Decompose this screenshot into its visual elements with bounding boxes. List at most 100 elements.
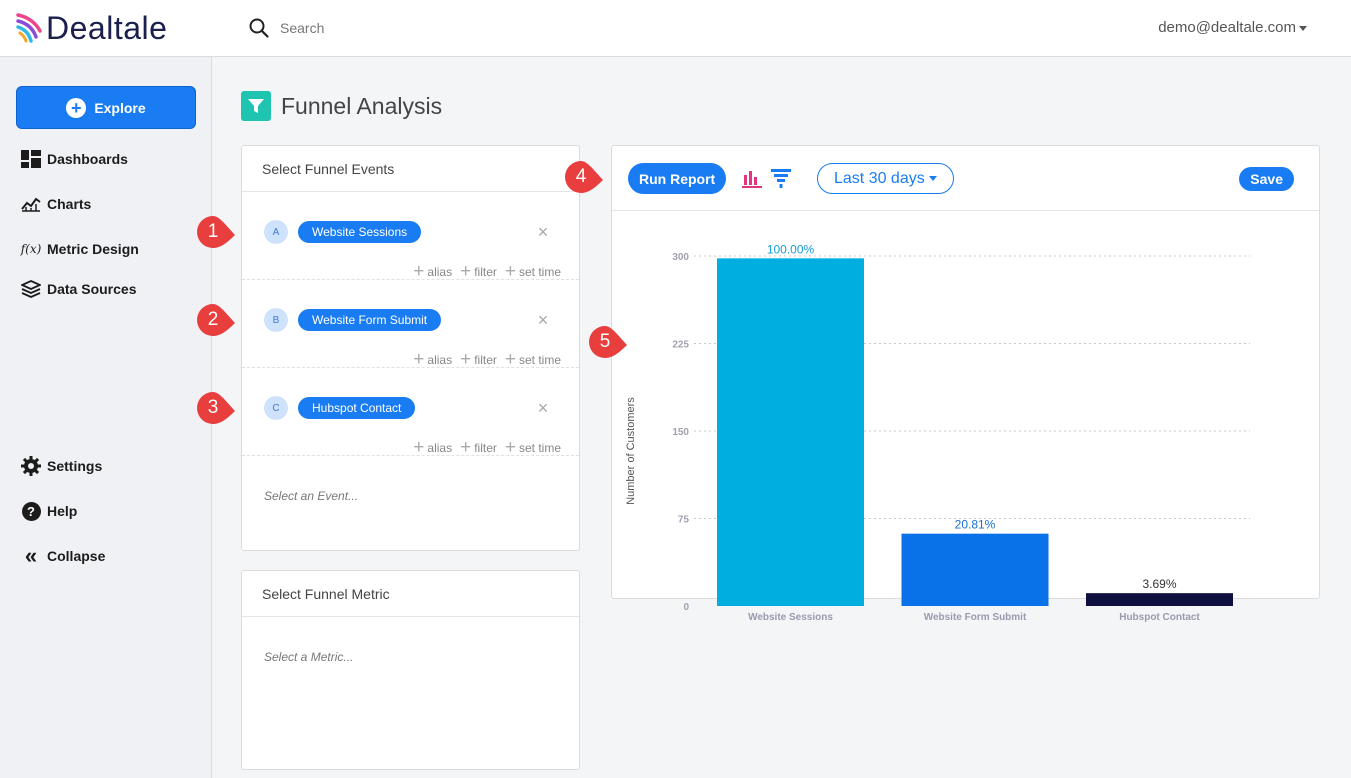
set-time-button[interactable]: + set time bbox=[505, 350, 561, 369]
set-time-button[interactable]: + set time bbox=[505, 262, 561, 281]
sidebar-item-help[interactable]: ? Help bbox=[20, 499, 77, 523]
add-filter-button[interactable]: + filter bbox=[460, 262, 497, 281]
sidebar-item-label: Metric Design bbox=[47, 241, 139, 257]
callout-bubble-icon bbox=[589, 326, 627, 358]
double-chevron-left-icon: « bbox=[24, 543, 38, 568]
action-label: set time bbox=[518, 441, 561, 455]
close-icon[interactable]: × bbox=[537, 309, 549, 330]
callout-number: 2 bbox=[207, 309, 219, 330]
page-title-area: Funnel Analysis bbox=[241, 90, 442, 122]
sidebar-item-label: Data Sources bbox=[47, 281, 137, 297]
callout-4: 4 bbox=[563, 158, 603, 198]
y-tick-label: 300 bbox=[672, 252, 689, 263]
event-row: A Website Sessions × + alias + filter + set… bbox=[242, 192, 579, 281]
help-icon: ? bbox=[20, 500, 42, 522]
line-chart-icon bbox=[20, 193, 42, 215]
add-alias-button[interactable]: + alias bbox=[413, 349, 453, 370]
callout-1: 1 bbox=[195, 213, 235, 253]
y-tick-label: 225 bbox=[672, 340, 689, 351]
sidebar-item-data-sources[interactable]: Data Sources bbox=[20, 277, 136, 301]
event-actions: + alias + filter + set time bbox=[413, 262, 561, 281]
dashboard-icon bbox=[20, 148, 42, 170]
action-label: alias bbox=[427, 441, 453, 455]
event-pill[interactable]: Website Sessions bbox=[298, 221, 422, 243]
layers-icon bbox=[20, 278, 42, 300]
add-alias-button[interactable]: + alias bbox=[413, 262, 453, 281]
sidebar-item-collapse[interactable]: « Collapse bbox=[20, 543, 105, 568]
bar-chart-icon[interactable] bbox=[740, 166, 764, 190]
callout-bubble-icon bbox=[565, 161, 603, 193]
sidebar-item-metric-design[interactable]: f(x) Metric Design bbox=[20, 237, 139, 261]
user-menu[interactable]: demo@dealtale.com bbox=[1158, 19, 1307, 36]
funnel-metric-panel: Select Funnel Metric Select a Metric... bbox=[241, 570, 580, 770]
callout-number: 4 bbox=[575, 166, 587, 187]
plus-icon: + bbox=[460, 437, 472, 458]
callout-bubble-icon bbox=[197, 216, 235, 248]
funnel-icon bbox=[241, 91, 271, 121]
event-letter-badge: A bbox=[264, 220, 288, 244]
action-label: set time bbox=[518, 353, 561, 367]
top-bar: Dealtale demo@dealtale.com bbox=[0, 0, 1351, 57]
event-row: B Website Form Submit × + alias + filter +… bbox=[242, 280, 579, 370]
callout-bubble-icon bbox=[197, 392, 235, 424]
callout-number: 1 bbox=[207, 221, 219, 242]
close-icon[interactable]: × bbox=[537, 221, 549, 242]
bar-data-label: 20.81% bbox=[955, 518, 996, 532]
select-metric-input[interactable]: Select a Metric... bbox=[264, 650, 354, 664]
funnel-events-panel: Select Funnel Events A Website Sessions … bbox=[241, 145, 580, 551]
event-actions: + alias + filter + set time bbox=[413, 437, 561, 458]
y-tick-label: 75 bbox=[678, 515, 690, 526]
explore-button[interactable]: + Explore bbox=[16, 86, 196, 129]
run-report-button[interactable]: Run Report bbox=[628, 163, 727, 194]
page-title: Funnel Analysis bbox=[281, 92, 443, 119]
close-icon[interactable]: × bbox=[537, 397, 549, 418]
sidebar-item-dashboards[interactable]: Dashboards bbox=[20, 147, 128, 171]
bar bbox=[1086, 593, 1233, 606]
sidebar-item-label: Settings bbox=[47, 458, 103, 474]
help-icon-glyph: ? bbox=[21, 501, 41, 521]
funnel-chart: 0 75 150 225 300 Number of Customers 100.00% We… bbox=[612, 211, 1319, 623]
action-label: alias bbox=[427, 353, 453, 367]
event-pill[interactable]: Website Form Submit bbox=[298, 309, 442, 331]
funnel-icon[interactable] bbox=[769, 166, 793, 190]
event-letter-badge: B bbox=[264, 308, 288, 332]
chevron-down-icon bbox=[928, 176, 937, 181]
action-label: filter bbox=[474, 353, 497, 367]
add-filter-button[interactable]: + filter bbox=[460, 349, 497, 370]
action-label: alias bbox=[427, 265, 453, 279]
date-range-dropdown[interactable]: Last 30 days bbox=[817, 163, 954, 194]
save-button[interactable]: Save bbox=[1239, 167, 1294, 191]
callout-number: 5 bbox=[599, 331, 611, 352]
event-pill[interactable]: Hubspot Contact bbox=[298, 397, 416, 419]
add-alias-button[interactable]: + alias bbox=[413, 437, 453, 458]
set-time-button[interactable]: + set time bbox=[504, 437, 561, 458]
plus-icon: + bbox=[460, 349, 472, 370]
callout-5: 5 bbox=[587, 323, 627, 363]
search-icon[interactable] bbox=[248, 17, 270, 39]
chevron-down-icon bbox=[1299, 25, 1307, 31]
add-filter-button[interactable]: + filter bbox=[460, 437, 497, 458]
sidebar-item-settings[interactable]: Settings bbox=[20, 454, 102, 478]
plus-circle-icon: + bbox=[66, 97, 87, 118]
bar bbox=[901, 533, 1049, 606]
event-actions: + alias + filter + set time bbox=[413, 349, 561, 370]
sidebar-item-charts[interactable]: Charts bbox=[20, 192, 91, 216]
action-label: filter bbox=[474, 441, 497, 455]
funnel-chart-svg: 0 75 150 225 300 Number of Customers 100.00% We… bbox=[625, 242, 1250, 623]
plus-icon: + bbox=[413, 437, 425, 458]
callout-bubble-icon bbox=[197, 304, 235, 336]
dealtale-logo-icon bbox=[16, 13, 42, 43]
y-tick-label: 0 bbox=[683, 602, 689, 613]
select-event-input[interactable]: Select an Event... bbox=[264, 489, 359, 503]
sidebar-item-label: Dashboards bbox=[47, 151, 128, 167]
search-input[interactable] bbox=[280, 17, 580, 39]
chart-panel: Run Report Last 30 days Save 0 75 150 225 30… bbox=[611, 145, 1320, 623]
y-tick-label: 150 bbox=[672, 427, 689, 438]
callout-2: 2 bbox=[195, 301, 235, 341]
plus-icon: + bbox=[504, 437, 516, 458]
bar-data-label: 3.69% bbox=[1142, 577, 1176, 591]
panel-header: Select Funnel Events bbox=[242, 146, 579, 192]
x-tick-label: Hubspot Contact bbox=[1119, 612, 1200, 623]
plus-icon: + bbox=[413, 349, 425, 370]
logo[interactable]: Dealtale bbox=[16, 10, 167, 46]
